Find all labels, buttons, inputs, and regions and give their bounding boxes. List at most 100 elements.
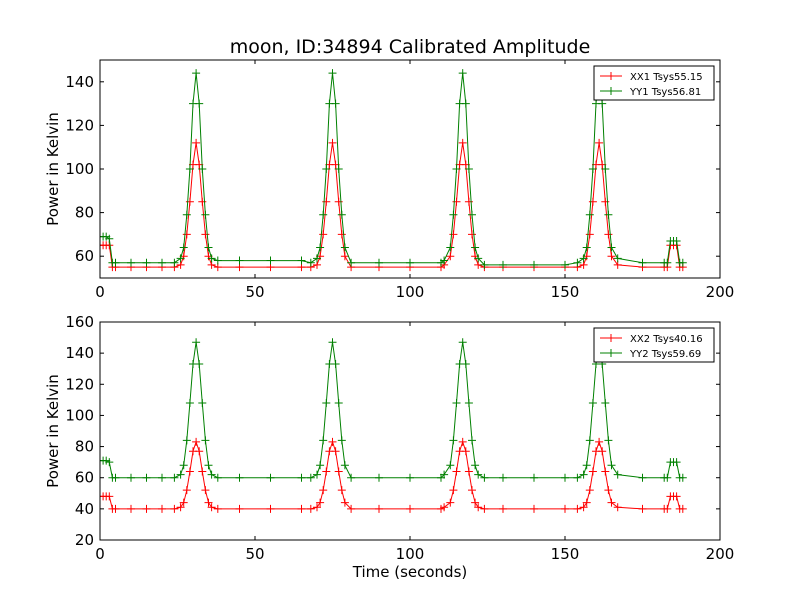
x-tick-label: 50 [245,283,264,301]
data-point [598,99,607,108]
data-point [266,473,275,482]
data-point [235,473,244,482]
data-point [530,504,538,513]
data-point [158,258,166,267]
data-point [179,461,188,470]
y-tick-label: 20 [75,531,94,549]
data-point [452,467,461,476]
data-point [375,258,383,267]
data-point [170,504,179,513]
x-tick-label: 100 [396,545,425,563]
data-point [588,467,597,476]
data-point [331,360,340,369]
data-point [601,398,610,407]
data-point [449,486,458,495]
data-point [328,138,337,147]
data-point [142,258,151,267]
data-point [198,467,207,476]
data-point [207,470,216,479]
data-point [663,504,672,513]
data-point [480,260,489,269]
y-axis-label: Power in Kelvin [44,112,62,226]
data-point [595,138,604,147]
data-point [213,473,222,482]
data-point [588,398,597,407]
data-point [158,504,166,513]
y-axis-label: Power in Kelvin [44,374,62,488]
data-point [561,473,569,482]
data-point [601,467,610,476]
data-point [201,210,210,219]
data-point [328,69,337,78]
data-point [182,486,191,495]
data-point [375,473,383,482]
data-point [446,243,455,252]
data-point [663,473,672,482]
data-point [530,473,538,482]
data-point [446,252,455,261]
data-point [672,458,681,467]
data-point [588,165,597,173]
data-point [573,473,582,482]
data-point [316,243,325,252]
legend-box [593,65,715,101]
data-point [192,338,201,347]
data-point [207,503,216,512]
data-point [176,503,185,512]
data-point [192,437,201,446]
data-point [468,210,476,219]
data-point [297,504,306,513]
data-point [607,498,616,507]
data-point [672,492,681,501]
data-point [573,504,582,513]
y-tick-label: 80 [75,204,94,222]
legend-label: XX1 Tsys55.15 [630,72,703,83]
data-point [198,398,207,407]
data-point [337,486,346,495]
legend-swatch-marker [607,334,615,342]
data-point [585,436,594,445]
data-point [480,504,489,513]
data-point [105,492,114,501]
y-tick-label: 40 [75,500,94,518]
x-tick-label: 100 [396,283,425,301]
data-point [313,254,321,263]
data-point [204,498,213,507]
data-point [582,498,591,507]
data-point [185,398,194,407]
data-point [561,504,569,513]
data-point [158,473,166,482]
data-point [582,461,591,470]
data-point [375,504,383,513]
data-point [440,256,449,265]
data-point [337,210,346,219]
y-tick-label: 140 [65,344,94,362]
data-point [446,498,455,507]
legend-swatch-marker [607,349,615,357]
data-point [474,254,483,263]
data-point [449,436,458,445]
data-point [604,486,613,495]
legend: XX2 Tsys40.16 YY2 Tsys59.69 [593,327,715,363]
data-point [306,473,315,482]
data-point [499,504,507,513]
data-point [319,436,328,445]
data-point [192,69,201,78]
data-point [672,236,681,245]
data-point [182,436,191,445]
data-point [678,473,687,482]
data-point [461,360,470,369]
chart-title: moon, ID:34894 Calibrated Amplitude [230,36,591,58]
data-point [499,473,507,482]
data-point [111,258,120,267]
data-point [340,252,349,261]
x-tick-label: 200 [706,545,735,563]
data-point [468,436,476,445]
data-point [142,473,151,482]
data-point [170,258,179,267]
y-tick-label: 100 [65,160,94,178]
data-point [585,486,594,495]
data-point [328,338,337,347]
x-tick-label: 150 [551,545,580,563]
